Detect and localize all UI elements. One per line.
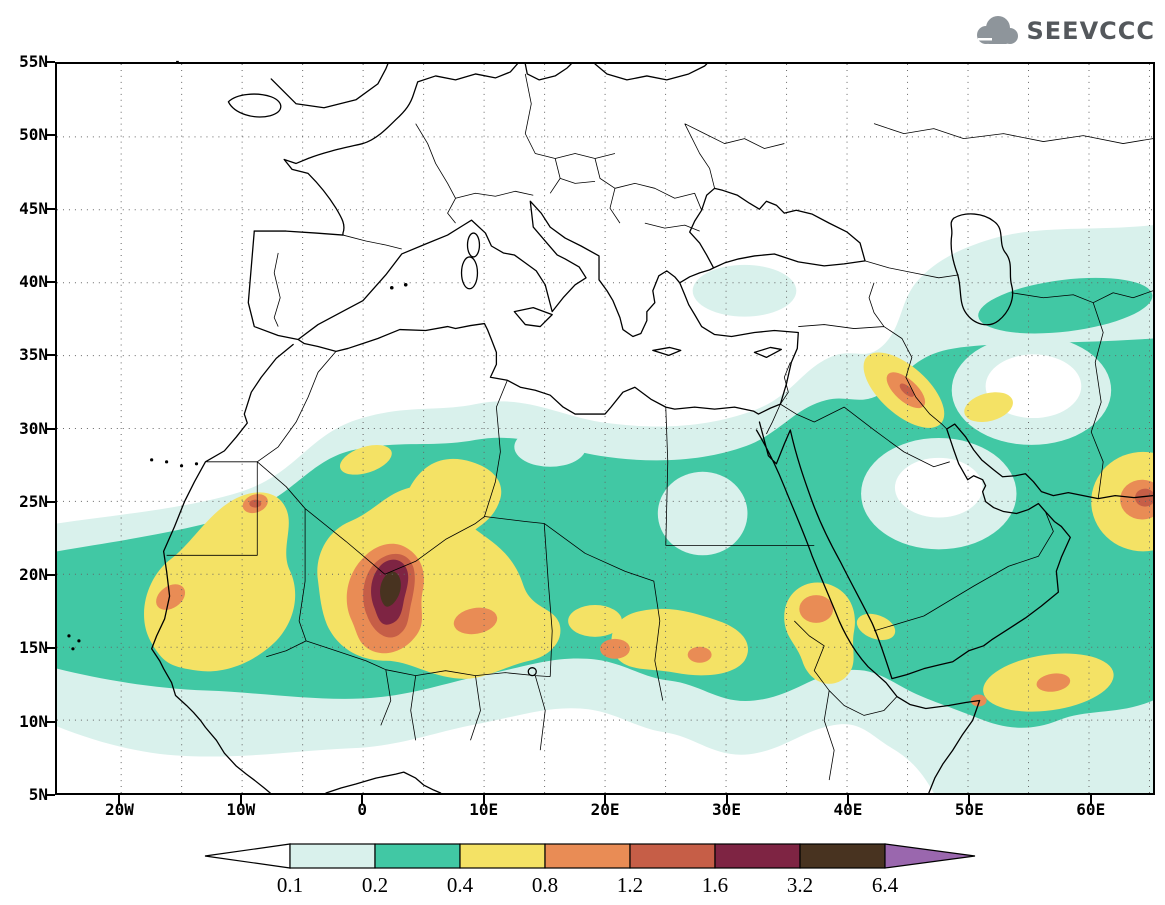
aot-level-3.2 [380,571,401,607]
colorbar-arrow-low [204,843,291,869]
lat-tick-mark [45,354,55,357]
lat-tick-mark [45,207,55,210]
map-frame [55,62,1155,795]
lat-tick-mark [45,280,55,283]
graticule [57,64,1153,793]
colorbar-level-label: 0.8 [532,873,558,897]
cloud-icon [976,16,1018,44]
coastlines [151,64,1153,793]
lat-tick-label: 45N [19,198,48,218]
colorbar-level-label: 0.1 [277,873,303,897]
lat-tick-label: 40N [19,271,48,291]
lon-tick-mark [725,795,728,804]
colorbar-arrow-high [884,843,976,869]
colorbar-segment [544,843,631,869]
aot-level-0.4 [144,352,1153,712]
colorbar-level-label: 6.4 [872,873,899,897]
lon-tick-mark [482,795,485,804]
aot-low-holes [514,335,1112,556]
lat-tick-label: 15N [19,638,48,658]
lon-tick-label: 20W [104,800,134,819]
colorbar-segment [289,843,376,869]
island-dots [67,282,408,651]
colorbar: 0.1 0.2 0.4 0.8 1.2 1.6 3.2 6.4 [0,836,1165,902]
lat-tick-label: 30N [19,418,48,438]
colorbar-level-label: 0.4 [447,873,474,897]
lon-tick-mark [118,795,121,804]
lon-tick-label: 0 [357,800,368,819]
lat-tick-mark [45,720,55,723]
lat-tick-mark [45,574,55,577]
colorbar-level-label: 1.6 [702,873,728,897]
lat-tick-label: 35N [19,345,48,365]
lat-tick-mark [45,61,55,63]
colorbar-segment [799,843,886,869]
map-canvas [57,64,1153,793]
seevccc-logo: SEEVCCC [970,14,1156,48]
lat-tick-mark [45,500,55,503]
colorbar-segment [714,843,801,869]
aot-contour-fills [57,225,1153,793]
colorbar-canvas: 0.1 0.2 0.4 0.8 1.2 1.6 3.2 6.4 [204,843,976,897]
lon-tick-label: 20E [590,800,620,819]
lat-tick-mark [45,134,55,137]
lon-tick-label: 60E [1076,800,1106,819]
lon-tick-mark [361,795,364,804]
lat-tick-label: 55N [19,52,48,71]
colorbar-level-label: 3.2 [787,873,813,897]
lon-tick-mark [968,795,971,804]
lon-tick-label: 50E [954,800,984,819]
colorbar-segment [459,843,546,869]
lat-tick-label: 20N [19,565,48,585]
lat-tick-mark [45,647,55,650]
lat-tick-label: 50N [19,125,48,145]
lat-tick-mark [45,794,55,796]
lat-tick-mark [45,427,55,430]
lon-tick-label: 40E [833,800,863,819]
lon-tick-label: 10W [226,800,256,819]
logo-text: SEEVCCC [1026,17,1155,45]
lon-tick-mark [604,795,607,804]
colorbar-level-label: 0.2 [362,873,388,897]
lon-tick-mark [239,795,242,804]
lon-tick-mark [1089,795,1092,804]
lon-tick-mark [846,795,849,804]
cloud-stripe [977,38,992,41]
lat-tick-label: 5N [28,785,48,804]
lon-tick-label: 30E [712,800,741,819]
country-borders [166,73,1153,781]
lat-tick-label: 25N [19,491,48,511]
colorbar-segment [374,843,461,869]
lon-tick-label: 10E [469,800,499,819]
colorbar-segment [629,843,716,869]
lat-tick-label: 10N [19,711,48,731]
colorbar-level-label: 1.2 [617,873,643,897]
